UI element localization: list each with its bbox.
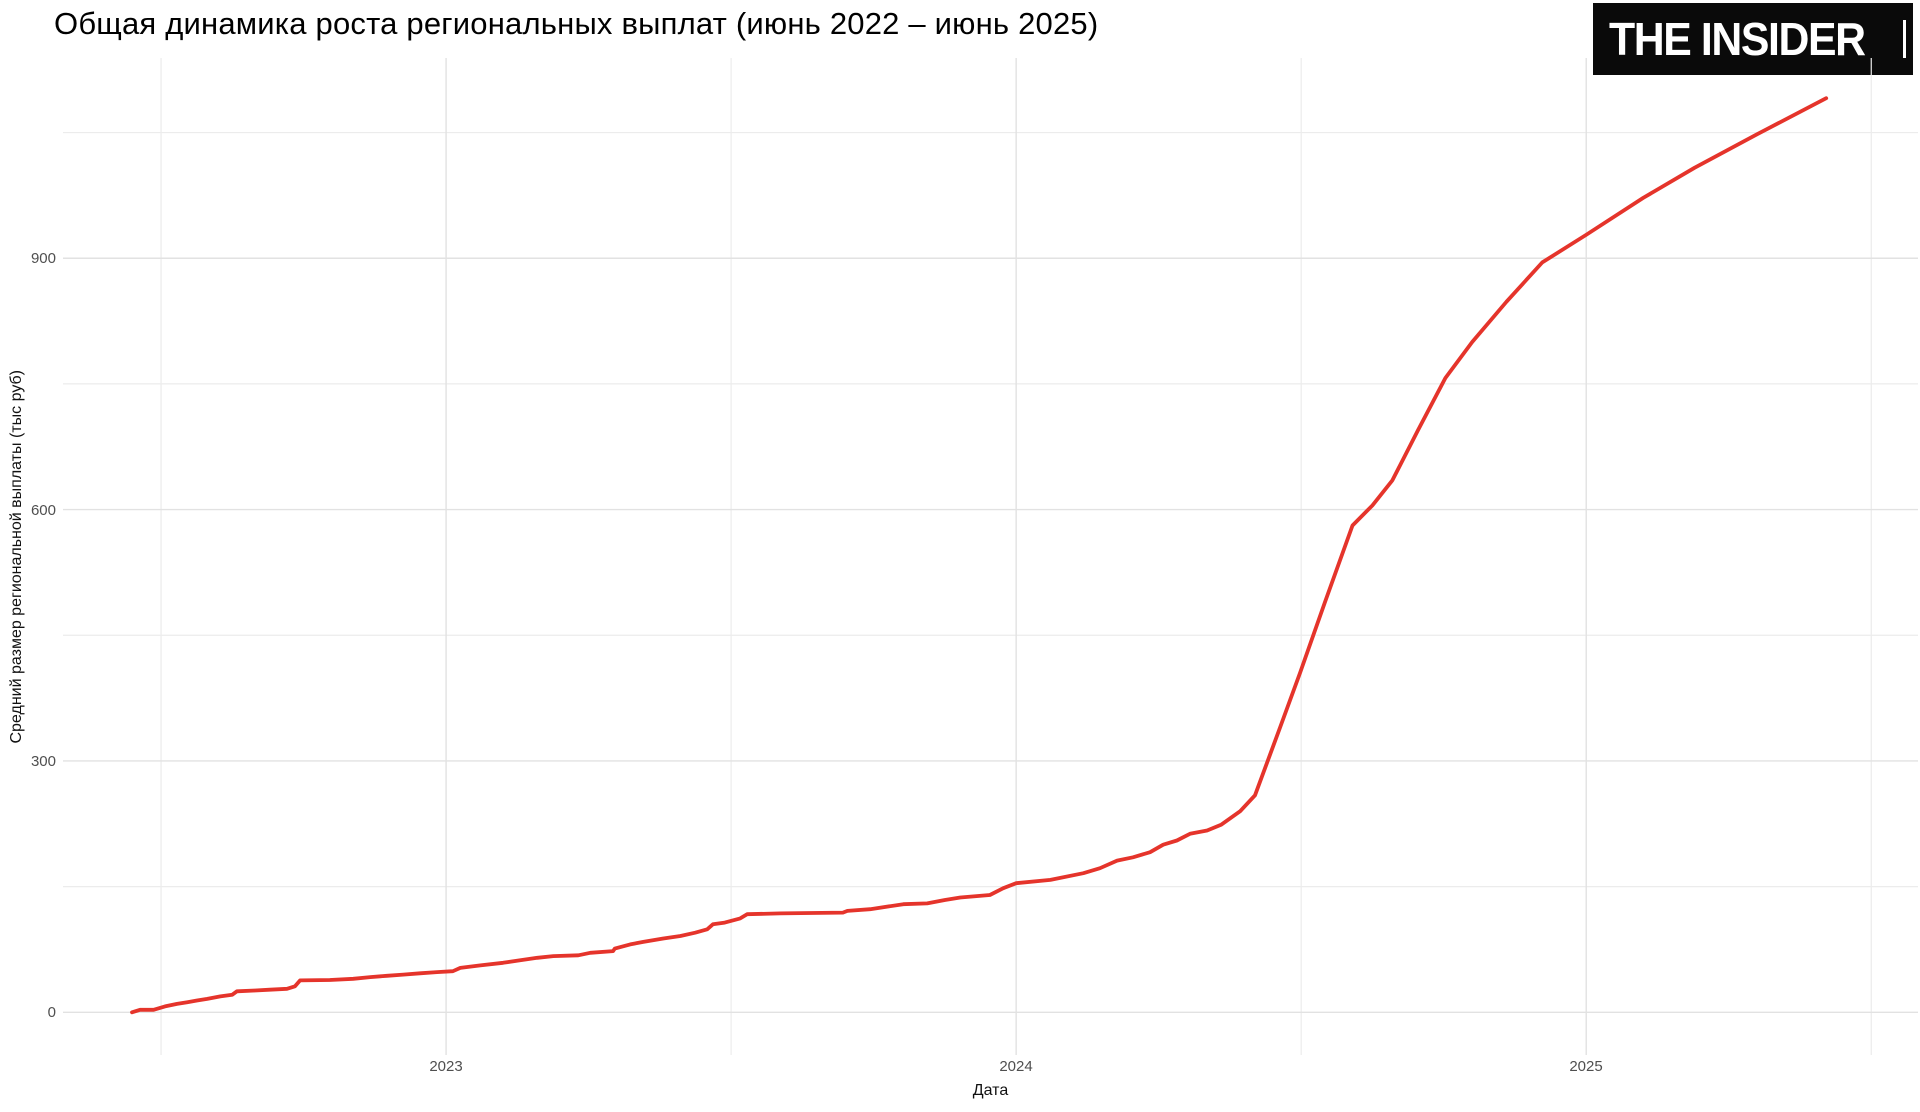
- series-line: [130, 96, 1829, 1015]
- y-tick-300: 300: [30, 753, 56, 770]
- y-tick-0: 0: [47, 1004, 56, 1021]
- brand-logo-text: THE INSIDER: [1609, 13, 1866, 65]
- logo-cursor-bar: [1903, 20, 1906, 58]
- x-tick-2024: 2024: [999, 1058, 1033, 1075]
- y-tick-900: 900: [30, 250, 56, 267]
- x-tick-2025: 2025: [1569, 1058, 1603, 1075]
- y-axis-title: Средний размер региональной выплаты (тыс…: [0, 58, 34, 1055]
- gridlines-minor: [63, 58, 1918, 1055]
- x-axis-title: Дата: [972, 1082, 1009, 1099]
- brand-logo: THE INSIDER: [1593, 3, 1913, 75]
- y-tick-600: 600: [30, 502, 56, 519]
- gridlines-major: [63, 58, 1918, 1055]
- y-axis-title-text: Средний размер региональной выплаты (тыс…: [8, 369, 25, 744]
- x-tick-2023: 2023: [429, 1058, 463, 1075]
- chart-title: Общая динамика роста региональных выплат…: [54, 6, 1099, 41]
